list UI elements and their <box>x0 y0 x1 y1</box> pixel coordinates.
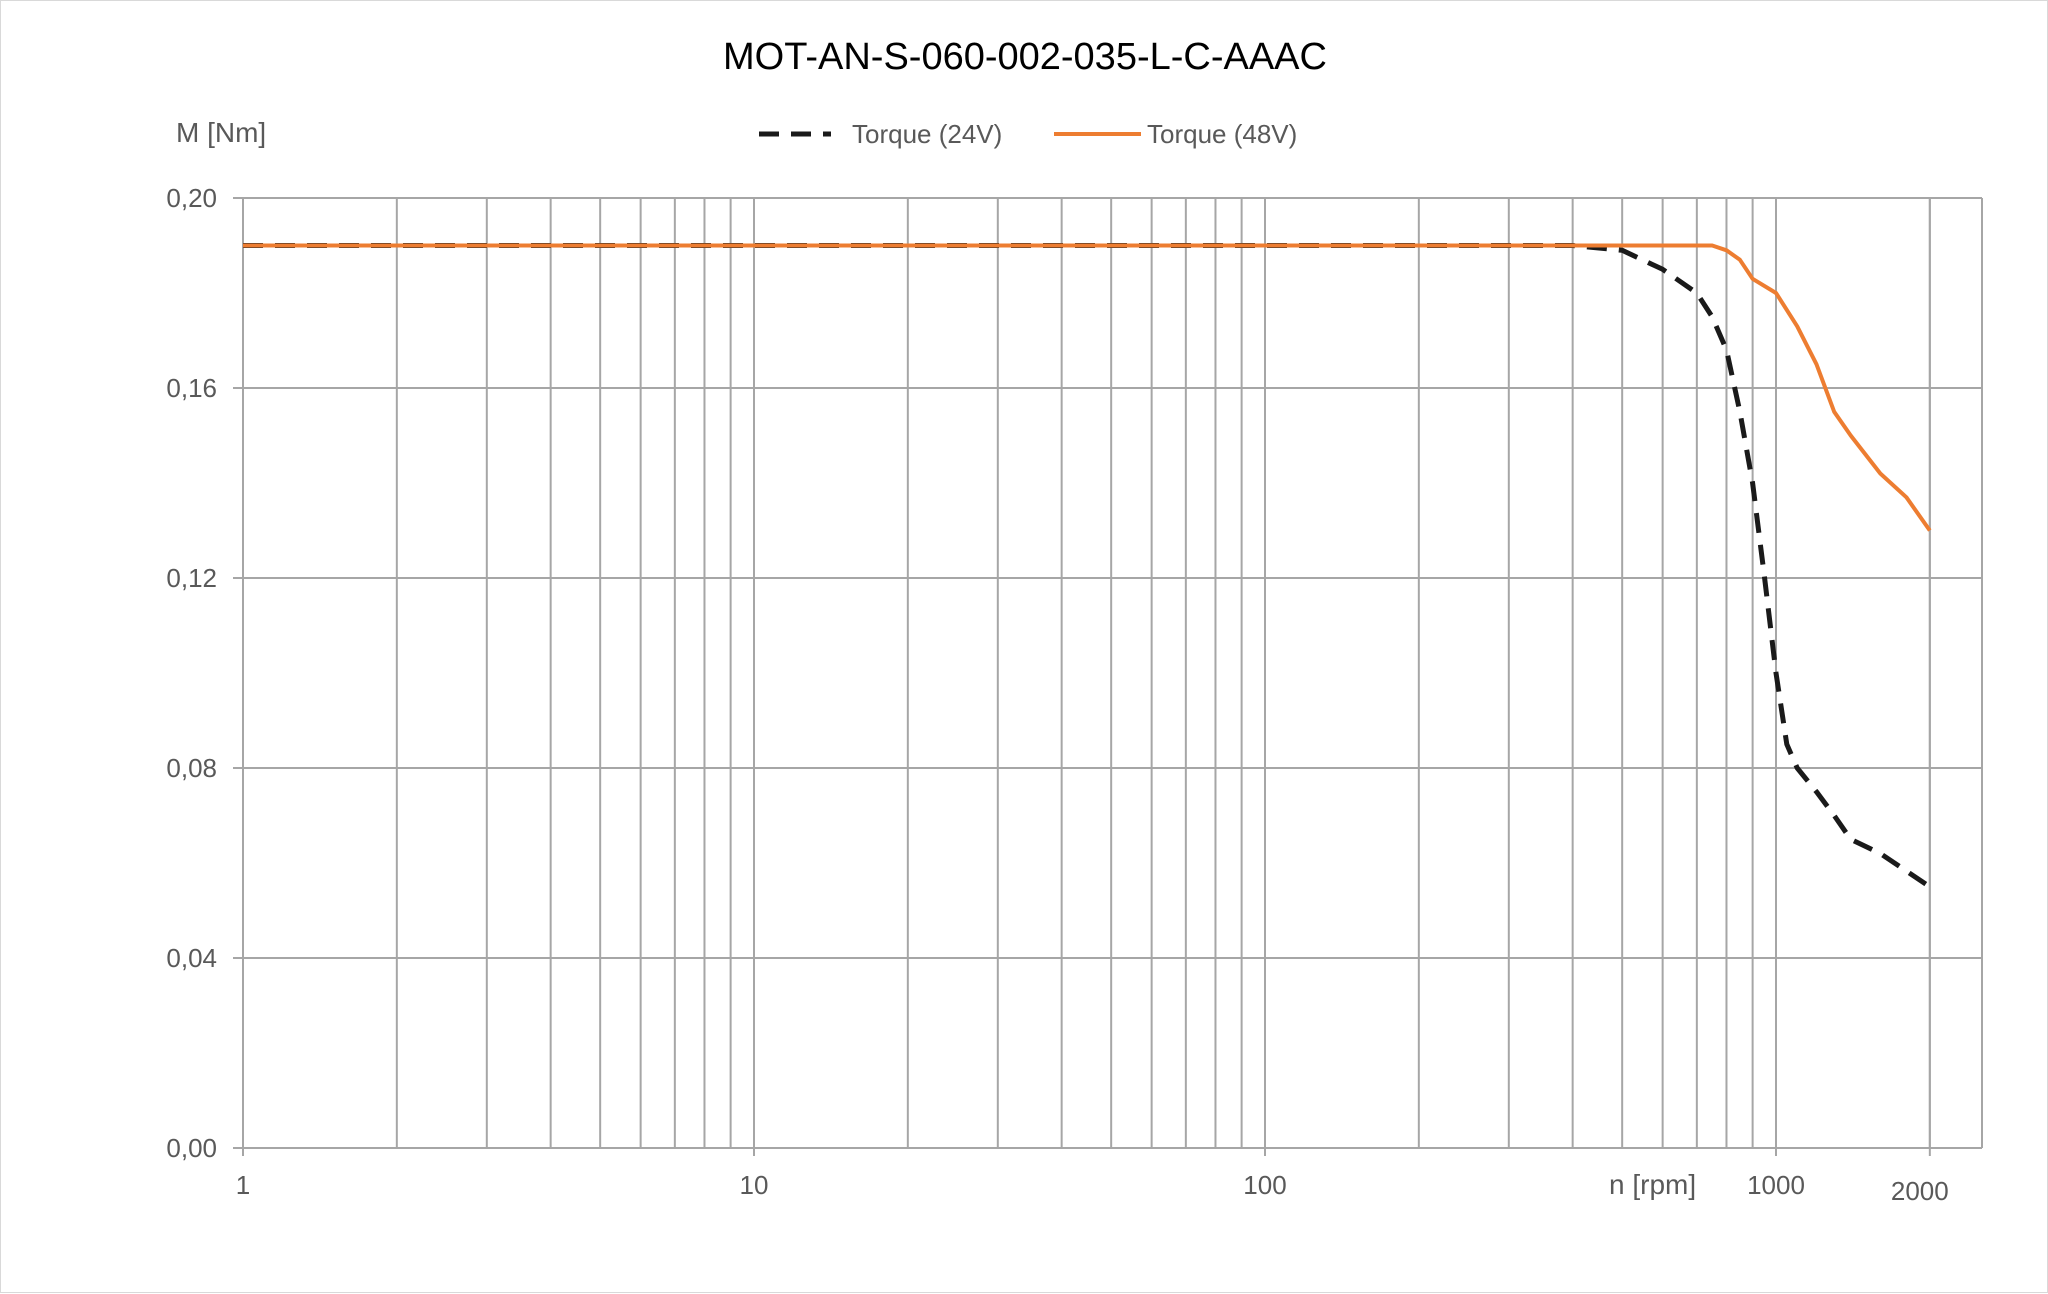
y-axis-label: M [Nm] <box>176 117 266 148</box>
series-lines <box>243 243 1932 889</box>
tick-labels: 0,00 0,04 0,08 0,12 0,16 0,20 1 10 100 1000 2000 <box>166 183 1948 1206</box>
x-tick-label: 1 <box>236 1170 250 1200</box>
legend-label-48v: Torque (48V) <box>1147 119 1297 149</box>
chart-title: MOT-AN-S-060-002-035-L-C-AAAC <box>723 36 1327 78</box>
x-tick-label: 1000 <box>1747 1170 1805 1200</box>
y-tick-label: 0,08 <box>166 753 217 783</box>
x-tick-label: 100 <box>1243 1170 1286 1200</box>
y-tick-label: 0,20 <box>166 183 217 213</box>
y-tick-label: 0,16 <box>166 373 217 403</box>
x-tick-label: 10 <box>740 1170 769 1200</box>
x-axis-label: n [rpm] <box>1609 1169 1696 1200</box>
y-tick-label: 0,12 <box>166 563 217 593</box>
series-line-24v <box>243 243 1932 889</box>
legend-label-24v: Torque (24V) <box>852 119 1002 149</box>
legend: Torque (24V) Torque (48V) <box>759 119 1297 149</box>
grid-lines <box>233 197 1983 1156</box>
x-tick-label: 2000 <box>1891 1176 1949 1206</box>
y-tick-label: 0,04 <box>166 943 217 973</box>
series-line-48v <box>243 243 1932 532</box>
y-tick-label: 0,00 <box>166 1133 217 1163</box>
